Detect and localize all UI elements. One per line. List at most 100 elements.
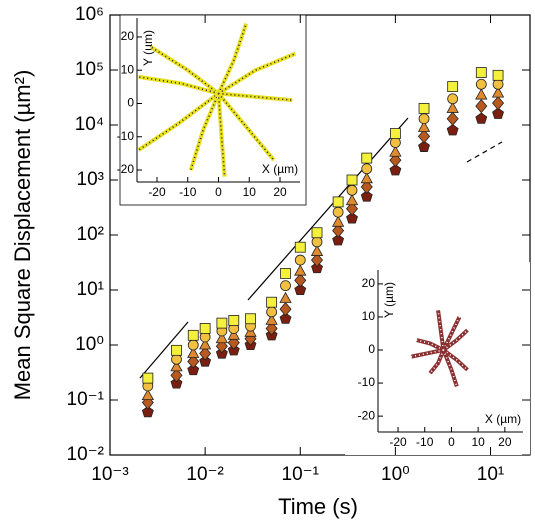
marker <box>418 113 430 125</box>
trajectory-dots <box>150 46 219 95</box>
x-tick-label: 0 <box>448 435 455 449</box>
marker <box>361 163 373 175</box>
marker <box>492 95 505 111</box>
y-tick-label: 10⁰ <box>75 334 104 355</box>
y-tick-label: 10 <box>362 309 376 323</box>
marker <box>187 339 199 351</box>
marker <box>187 363 200 376</box>
y-tick-label: -20 <box>358 408 376 422</box>
marker <box>310 252 324 268</box>
marker <box>266 306 278 318</box>
trajectory <box>216 93 227 177</box>
marker <box>187 346 200 358</box>
marker <box>447 81 459 92</box>
marker <box>310 244 324 256</box>
marker <box>417 120 431 132</box>
trajectory <box>188 92 221 171</box>
marker <box>389 145 402 157</box>
marker <box>170 368 183 383</box>
x-tick-label: -10 <box>179 185 197 199</box>
marker <box>311 227 323 239</box>
marker <box>294 283 307 296</box>
trajectory-dots <box>217 93 275 161</box>
marker <box>389 152 402 168</box>
marker <box>346 184 358 196</box>
y-tick-label: 10⁻¹ <box>67 389 105 410</box>
x-tick-label: -10 <box>416 435 434 449</box>
marker <box>492 69 504 81</box>
trajectory-dots <box>138 92 219 151</box>
x-tick-label: 20 <box>273 185 287 199</box>
marker <box>446 101 459 113</box>
trajectory <box>441 316 462 351</box>
marker <box>389 128 401 139</box>
inset-x-label: X (µm) <box>485 412 521 426</box>
marker <box>215 331 229 344</box>
x-tick-label: 0 <box>215 185 222 199</box>
y-tick-label: 10⁻² <box>67 444 105 465</box>
marker <box>475 67 487 78</box>
marker <box>294 241 306 253</box>
marker <box>171 353 182 365</box>
y-tick-label: 0 <box>127 96 134 110</box>
marker <box>446 111 459 126</box>
marker <box>199 355 212 367</box>
x-tick-label: 20 <box>498 435 512 449</box>
marker <box>141 405 154 418</box>
trajectory-dots <box>437 310 445 351</box>
x-tick-label: 10⁻³ <box>91 464 129 485</box>
marker <box>280 280 291 292</box>
marker <box>170 377 183 389</box>
trajectory-dots <box>416 339 444 351</box>
trajectory-dots <box>217 23 247 94</box>
marker <box>332 234 345 246</box>
marker <box>492 107 504 119</box>
marker <box>216 317 228 329</box>
trajectory-dots <box>429 349 445 374</box>
marker <box>447 93 459 105</box>
y-axis-title: Mean Square Displacement (µm²) <box>10 70 35 401</box>
y-tick-label: -20 <box>117 162 135 176</box>
marker <box>361 152 373 164</box>
marker <box>475 99 488 114</box>
guide-line <box>466 141 503 163</box>
marker <box>418 129 431 144</box>
x-tick-label: 10 <box>471 435 485 449</box>
y-tick-label: 10 <box>121 62 135 76</box>
marker <box>279 301 292 317</box>
marker <box>475 88 488 100</box>
marker <box>170 360 183 372</box>
trajectory-dots <box>138 76 219 95</box>
marker <box>265 321 278 336</box>
marker <box>332 223 345 238</box>
marker <box>199 323 211 334</box>
marker <box>294 254 306 266</box>
y-tick-label: 10³ <box>77 169 104 190</box>
x-tick-label: 10 <box>243 185 257 199</box>
marker <box>389 137 401 148</box>
trajectory-dots <box>411 349 444 358</box>
marker <box>331 215 345 227</box>
marker <box>492 78 504 90</box>
marker <box>475 78 487 90</box>
marker <box>294 273 307 288</box>
x-tick-label: 10⁻² <box>186 464 224 485</box>
y-tick-label: 10⁴ <box>75 114 104 135</box>
y-tick-label: -10 <box>117 129 135 143</box>
inset-x-label: X (µm) <box>262 162 298 176</box>
data-layer <box>141 67 505 418</box>
y-tick-label: 0 <box>368 342 375 356</box>
x-tick-label: -20 <box>389 435 407 449</box>
marker <box>360 190 373 202</box>
x-axis-title: Time (s) <box>278 494 358 519</box>
trajectory-dots <box>442 329 469 351</box>
y-tick-label: 20 <box>121 29 135 43</box>
marker <box>332 206 344 218</box>
marker <box>279 291 292 303</box>
marker <box>245 313 256 325</box>
marker <box>360 172 373 184</box>
marker <box>142 372 154 384</box>
marker <box>171 344 182 356</box>
trajectory-dots <box>442 349 469 371</box>
